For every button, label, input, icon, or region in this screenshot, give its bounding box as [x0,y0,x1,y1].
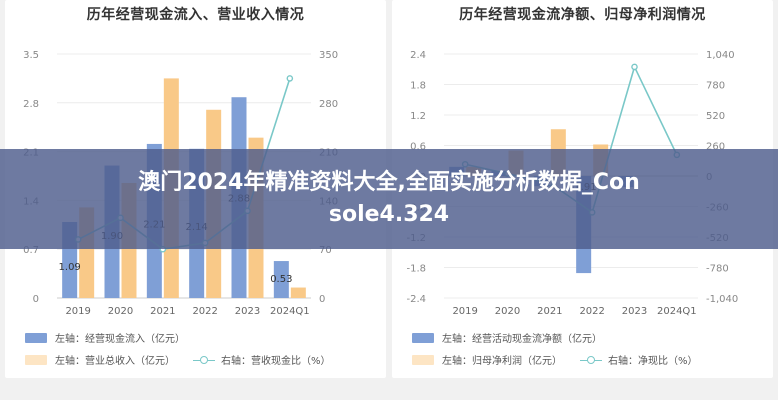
bar [273,261,289,298]
y-tick-right: -780 [706,264,729,275]
y-tick-right: 0 [319,294,325,305]
y-tick-right: 1,040 [706,50,735,61]
legend-item: 左轴：经营活动现金流净额（亿元） [412,330,602,345]
x-tick-label: 2024Q1 [657,306,697,317]
x-tick-label: 2021 [537,306,562,317]
y-tick-left: -1.8 [406,264,426,275]
y-tick-left: 0.6 [410,142,426,153]
legend-row: 左轴：归母净利润（亿元） 右轴：净现比（%） [412,352,698,367]
legend-label: 右轴：营收现金比（%） [221,356,331,367]
legend-swatch [25,354,47,365]
y-tick-right: 350 [319,50,338,61]
x-tick-label: 2023 [235,306,260,317]
data-label: 0.53 [270,274,292,285]
x-tick-label: 2021 [150,306,175,317]
line-point [631,63,638,71]
y-tick-right: 280 [319,99,338,110]
x-tick-label: 2022 [192,306,217,317]
overlay-banner: 澳门2024年精准资料大全,全面实施分析数据_Con sole4.324 [0,149,778,249]
data-label: 1.09 [59,262,81,273]
y-tick-right: 520 [706,111,725,122]
banner-text-line1: 澳门2024年精准资料大全,全面实施分析数据_Con [138,170,640,195]
x-tick-label: 2020 [495,306,520,317]
legend-label: 左轴：营业总收入（亿元） [55,356,175,367]
x-tick-label: 2019 [452,306,477,317]
y-tick-left: -2.4 [406,294,426,305]
banner-text-line2: sole4.324 [328,202,450,227]
chart-title: 历年经营现金流入、营业收入情况 [86,7,305,23]
x-tick-label: 2020 [108,306,133,317]
x-tick-label: 2022 [579,306,604,317]
y-tick-right: -1,040 [706,294,738,305]
y-tick-left: 3.5 [23,50,39,61]
legend-label: 右轴：净现比（%） [608,356,698,367]
legend-label: 左轴：经营活动现金流净额（亿元） [442,334,602,345]
legend-line-icon [193,355,215,365]
y-tick-left: 1.2 [410,111,426,122]
legend-label: 左轴：归母净利润（亿元） [442,356,562,367]
y-tick-left: 2.8 [23,99,39,110]
legend-label: 左轴：经营现金流入（亿元） [55,334,185,345]
y-tick-left: 0.7 [23,245,39,256]
y-tick-left: 2.4 [410,50,426,61]
y-tick-right: 70 [319,245,332,256]
y-tick-left: 1.8 [410,81,426,92]
legend-row: 左轴：营业总收入（亿元） 右轴：营收现金比（%） [25,352,331,367]
legend-swatch [412,354,434,365]
legend-swatch [25,332,47,343]
legend-swatch [412,332,434,343]
legend-line-icon [580,355,602,365]
y-tick-right: 260 [706,142,725,153]
bar [290,287,306,298]
x-tick-label: 2024Q1 [270,306,310,317]
x-tick-label: 2023 [622,306,647,317]
y-tick-right: 780 [706,81,725,92]
legend-item: 左轴：经营现金流入（亿元） [25,330,185,345]
line-point [286,75,294,82]
chart-title: 历年经营现金流净额、归母净利润情况 [459,7,706,23]
x-tick-label: 2019 [65,306,90,317]
y-tick-left: 0 [33,294,39,305]
